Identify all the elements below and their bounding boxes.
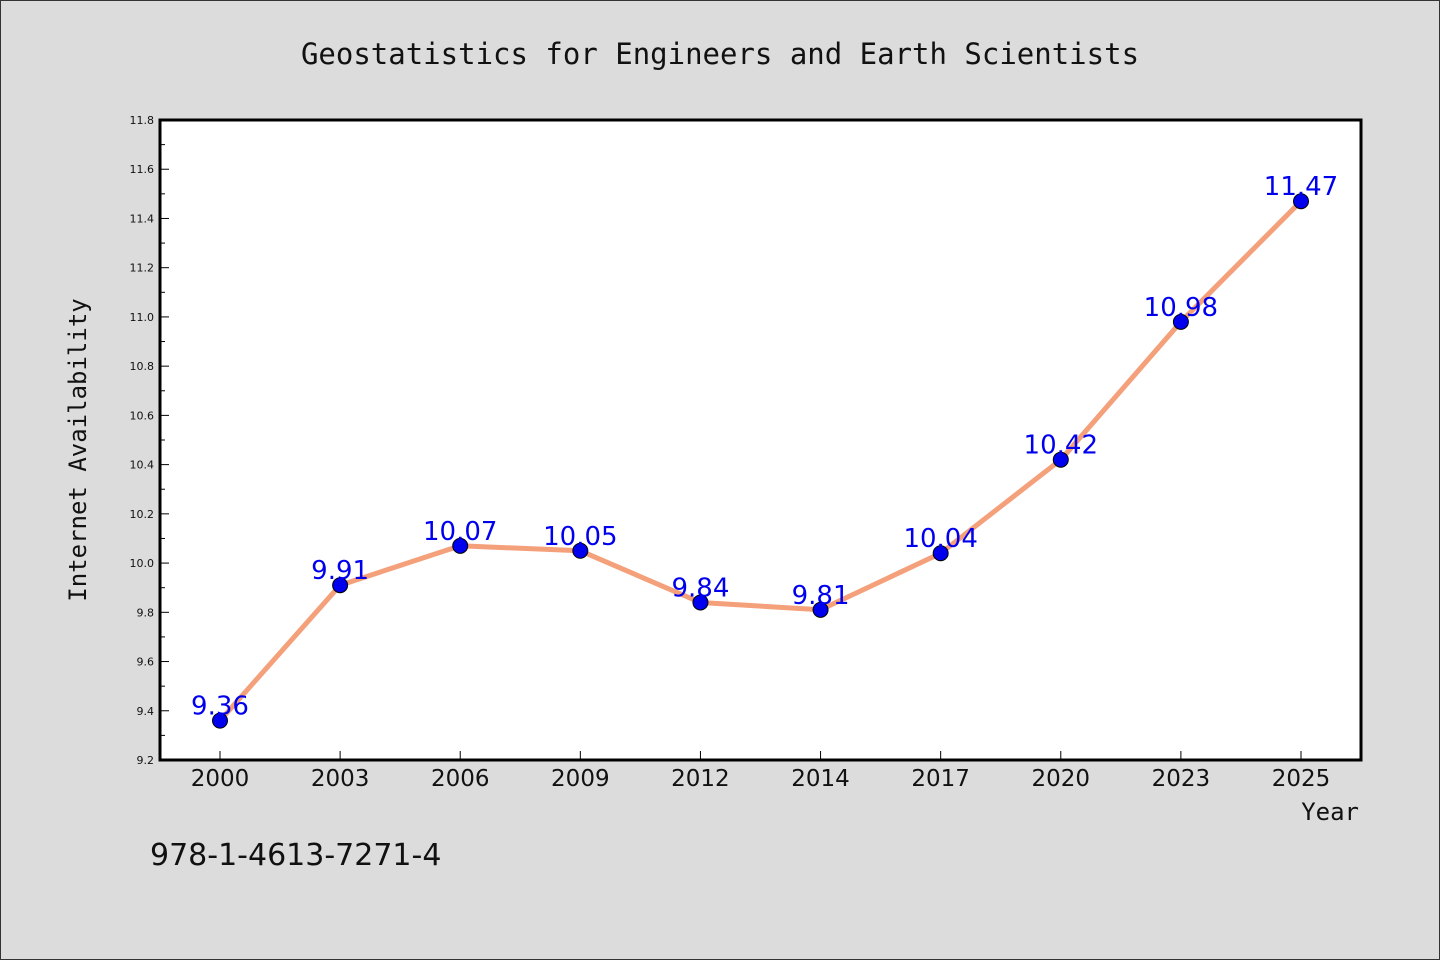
series-layer: [212, 193, 1309, 729]
x-tick-label: 2017: [911, 766, 970, 792]
data-label-layer: 9.36 9.91 10.07 10.05 9.84 9.81 10.04 10.42 10.9…: [191, 172, 1338, 721]
data-label: 10.07: [423, 517, 497, 547]
x-tick-label: 2012: [671, 766, 730, 792]
x-tick-label: 2020: [1032, 766, 1091, 792]
y-tick-label: 10.2: [130, 508, 155, 521]
y-tick-label: 10.8: [130, 360, 155, 373]
y-tick-label: 9.6: [137, 656, 155, 669]
data-label: 10.98: [1144, 293, 1218, 323]
isbn-text: 978-1-4613-7271-4: [150, 838, 441, 873]
data-label: 9.91: [311, 556, 369, 586]
x-tick-label: 2003: [311, 766, 370, 792]
data-point: [1172, 313, 1189, 330]
y-tick-label: 10.6: [130, 409, 155, 422]
data-label: 10.05: [543, 522, 617, 552]
y-tick-label: 11.8: [130, 114, 155, 127]
y-tick-label: 11.2: [130, 262, 155, 275]
x-tick-label: 2000: [191, 766, 250, 792]
y-axis-label: Internet Availability: [64, 298, 92, 601]
data-point: [332, 577, 349, 594]
y-tick-label: 9.2: [137, 754, 155, 767]
plot-area: [160, 120, 1361, 760]
data-label: 10.42: [1024, 431, 1098, 461]
series-line: [217, 198, 1304, 724]
data-label: 9.84: [671, 573, 729, 603]
data-point: [932, 545, 949, 562]
data-point: [692, 594, 709, 611]
x-tick-label: 2006: [431, 766, 490, 792]
x-axis: 2000 2003 2006 2009 2012 2014 2017 2020 2023 2025: [191, 751, 1331, 792]
x-tick-label: 2014: [791, 766, 850, 792]
data-label: 11.47: [1264, 172, 1338, 202]
y-tick-label: 11.0: [130, 311, 155, 324]
data-label: 9.81: [792, 581, 850, 611]
x-tick-label: 2023: [1152, 766, 1211, 792]
data-label: 10.04: [903, 524, 977, 554]
data-point: [1293, 193, 1309, 210]
data-point: [572, 542, 589, 559]
y-tick-label: 9.4: [137, 705, 155, 718]
x-axis-label: Year: [1301, 798, 1359, 826]
data-point: [812, 601, 829, 618]
y-axis: 9.2 9.4 9.6 9.8 10.0 10.2 10.4 10.6 10.8 11.0 11.2…: [130, 114, 169, 767]
data-point: [452, 537, 469, 554]
y-tick-label: 10.0: [130, 557, 155, 570]
x-tick-label: 2025: [1272, 766, 1331, 792]
data-label: 9.36: [191, 692, 249, 722]
y-tick-label: 9.8: [137, 606, 155, 619]
chart-title: Geostatistics for Engineers and Earth Sc…: [301, 37, 1139, 71]
data-point: [1052, 451, 1069, 468]
data-point: [212, 712, 228, 729]
y-tick-label: 11.4: [130, 212, 155, 225]
y-tick-label: 10.4: [130, 459, 155, 472]
y-tick-label: 11.6: [130, 163, 155, 176]
x-tick-label: 2009: [551, 766, 610, 792]
plot-frame: [158, 118, 1363, 762]
